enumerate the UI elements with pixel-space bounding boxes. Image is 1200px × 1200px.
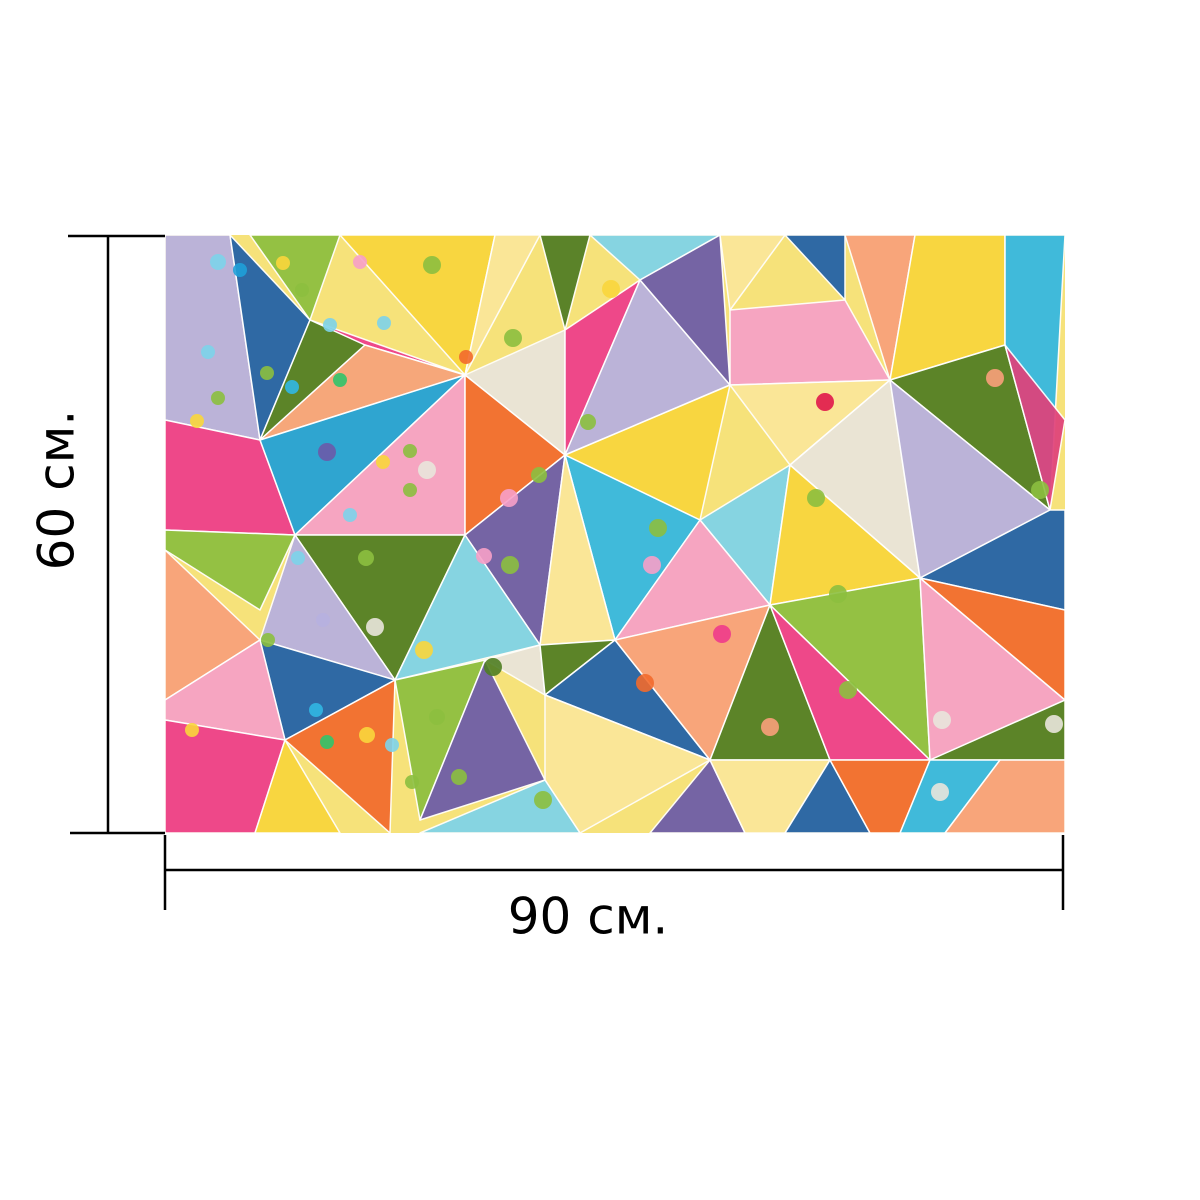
dimension-lines (68, 234, 1065, 910)
pattern (165, 235, 1065, 833)
height-label: 60 см. (28, 410, 86, 571)
width-label: 90 см. (508, 888, 669, 946)
